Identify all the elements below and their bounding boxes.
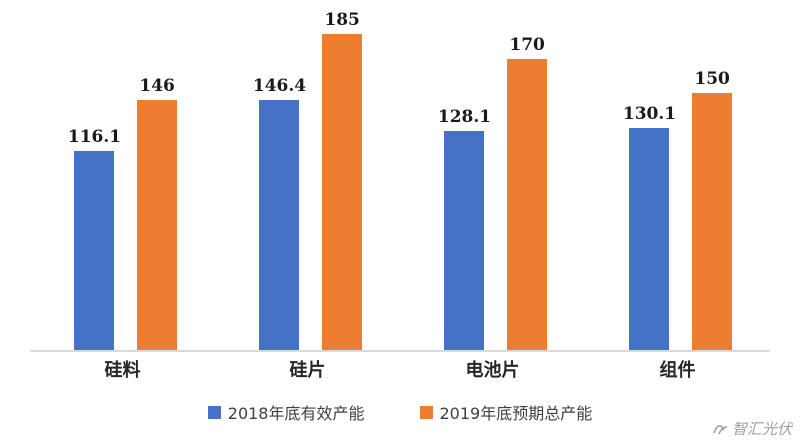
bar: [507, 59, 548, 350]
bar-column: 170: [507, 35, 548, 350]
bar-column: 150: [692, 69, 733, 350]
category-label: 硅片: [289, 360, 326, 381]
bar: [322, 34, 363, 350]
category-axis: 硅料 硅片 电池片 组件: [30, 356, 770, 382]
legend-item-2018: 2018年底有效产能: [207, 400, 365, 424]
legend-label-2018: 2018年底有效产能: [227, 404, 365, 423]
bar-group: 128.1 170: [400, 35, 585, 350]
bar: [137, 100, 178, 350]
bar-value-label: 128.1: [437, 107, 492, 127]
bar-column: 146: [137, 76, 178, 350]
bar-column: 146.4: [253, 76, 306, 350]
bar: [629, 128, 670, 350]
bar-value-label: 146.4: [252, 76, 307, 96]
bar-column: 128.1: [438, 107, 491, 350]
bar: [74, 151, 115, 350]
category-label: 硅料: [104, 360, 141, 381]
bar-column: 130.1: [623, 104, 676, 350]
legend: 2018年底有效产能 2019年底预期总产能: [0, 400, 800, 424]
bar: [259, 100, 300, 350]
bar-value-label: 150: [694, 69, 730, 89]
bar: [692, 93, 733, 350]
watermark: 智汇光伏: [712, 418, 792, 439]
bar-value-label: 146: [139, 76, 175, 96]
legend-label-2019: 2019年底预期总产能: [439, 404, 593, 423]
bar-value-label: 130.1: [622, 104, 677, 124]
bar-value-label: 185: [324, 10, 360, 30]
bar-group: 130.1 150: [585, 69, 770, 350]
watermark-logo-icon: [713, 424, 728, 434]
bar-group: 146.4 185: [215, 10, 400, 350]
category-label: 组件: [659, 360, 696, 381]
bar-value-label: 116.1: [67, 127, 122, 147]
plot-area: 116.1 146 146.4 185 128.1 170 130.1 150: [30, 8, 770, 352]
bar-group: 116.1 146: [30, 76, 215, 350]
category-label: 电池片: [465, 360, 520, 381]
watermark-text: 智汇光伏: [731, 420, 792, 438]
legend-swatch-2018: [207, 405, 221, 419]
legend-item-2019: 2019年底预期总产能: [419, 400, 593, 424]
bar-column: 185: [322, 10, 363, 350]
bar: [444, 131, 485, 350]
bar-value-label: 170: [509, 35, 545, 55]
legend-swatch-2019: [419, 405, 433, 419]
bar-column: 116.1: [68, 127, 121, 350]
